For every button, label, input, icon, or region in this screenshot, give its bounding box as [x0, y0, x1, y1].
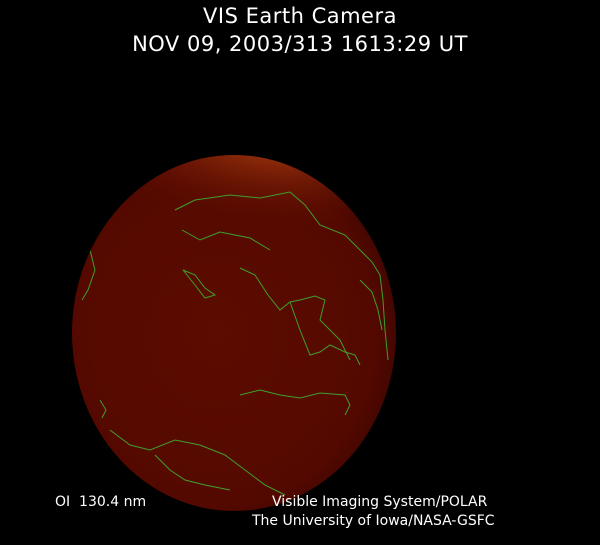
institution-label: The University of Iowa/NASA-GSFC: [252, 513, 495, 529]
aurora-glow: [72, 155, 396, 285]
image-timestamp: NOV 09, 2003/313 1613:29 UT: [132, 32, 468, 56]
image-title: VIS Earth Camera: [203, 4, 397, 28]
coastlines: [74, 191, 389, 496]
filter-wavelength-label: OI 130.4 nm: [55, 494, 147, 510]
instrument-label: Visible Imaging System/POLAR: [272, 494, 488, 510]
aurora-glow-left: [72, 215, 120, 315]
